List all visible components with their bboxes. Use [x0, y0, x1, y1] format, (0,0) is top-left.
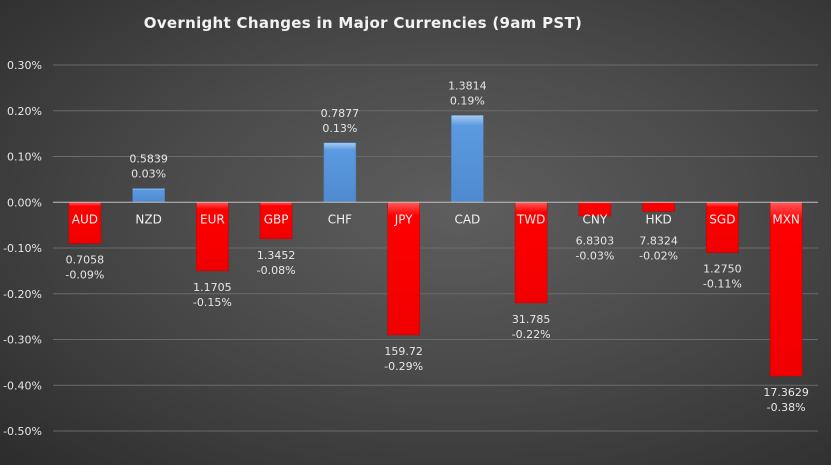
category-label: HKD [646, 212, 672, 226]
y-tick-label: -0.30% [3, 334, 42, 347]
rate-label: 17.3629 [763, 386, 809, 399]
bar-gbp [259, 202, 293, 240]
category-label: SGD [709, 212, 735, 226]
value-label: -0.08% [257, 264, 296, 277]
value-label: 0.19% [450, 94, 485, 107]
value-label: -0.15% [193, 296, 232, 309]
rate-label: 1.2750 [703, 263, 742, 276]
bar-nzd [132, 188, 165, 203]
category-label: GBP [264, 212, 289, 226]
y-tick-label: 0.30% [7, 59, 42, 72]
rate-label: 31.785 [512, 313, 551, 326]
y-tick-label: 0.00% [7, 196, 42, 209]
value-label: -0.09% [65, 268, 104, 281]
y-tick-label: 0.10% [7, 151, 42, 164]
rate-label: 1.1705 [193, 281, 232, 294]
category-label: AUD [72, 212, 98, 226]
chart-title: Overnight Changes in Major Currencies (9… [143, 14, 583, 32]
category-label: CAD [454, 212, 480, 226]
rate-label: 0.7058 [66, 253, 105, 266]
rate-label: 1.3452 [257, 249, 296, 262]
y-tick-label: -0.50% [3, 425, 42, 438]
bar-eur [196, 202, 229, 272]
value-label: -0.03% [575, 249, 614, 262]
category-label: CNY [583, 212, 608, 226]
value-label: 0.13% [322, 122, 357, 135]
rate-label: 7.8324 [639, 234, 678, 247]
rate-label: 6.8303 [576, 234, 615, 247]
category-label: EUR [200, 212, 225, 226]
bar-hkd [642, 202, 675, 212]
category-label: MXN [772, 212, 800, 226]
y-tick-label: -0.20% [3, 288, 42, 301]
y-tick-label: -0.10% [3, 242, 42, 255]
bar-sgd [706, 202, 739, 253]
rate-label: 1.3814 [448, 79, 487, 92]
category-label: TWD [516, 212, 545, 226]
category-label: JPY [394, 212, 414, 226]
bar-twd [514, 202, 548, 304]
y-tick-label: -0.40% [3, 379, 42, 392]
value-label: -0.02% [639, 249, 678, 262]
y-tick-label: 0.20% [7, 105, 42, 118]
value-label: -0.22% [512, 328, 551, 341]
rate-label: 0.5839 [129, 153, 168, 166]
rate-label: 0.7877 [321, 107, 360, 120]
bar-chf [323, 142, 357, 203]
value-label: -0.29% [384, 360, 423, 373]
bar-cad [451, 115, 484, 203]
value-label: 0.03% [131, 168, 166, 181]
value-label: -0.38% [767, 401, 806, 414]
rate-label: 159.72 [384, 345, 423, 358]
category-label: CHF [328, 212, 352, 226]
value-label: -0.11% [703, 278, 742, 291]
category-label: NZD [135, 212, 161, 226]
bar-mxn [769, 202, 803, 377]
bar-jpy [387, 202, 420, 336]
